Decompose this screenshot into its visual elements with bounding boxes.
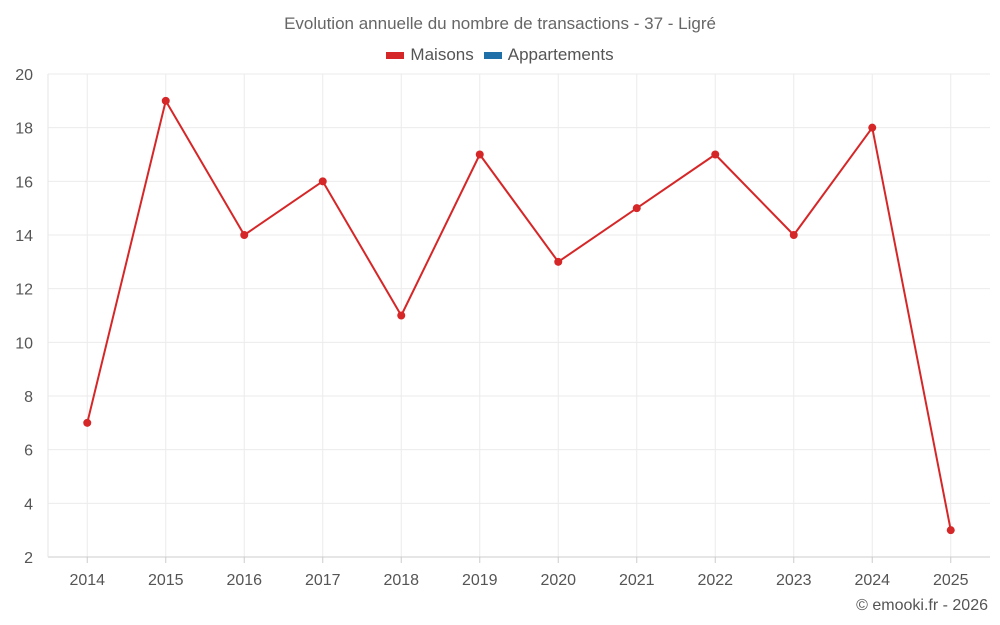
x-tick-labels: 2014 2015 2016 2017 2018 2019 2020 2021 2022 2023… <box>69 572 968 589</box>
legend-swatch-appartements <box>483 51 502 59</box>
x-tick-label: 2022 <box>697 572 733 589</box>
legend-swatch-maisons <box>386 51 405 59</box>
x-tick-label: 2016 <box>226 572 262 589</box>
y-tick-label: 14 <box>15 228 33 245</box>
data-point <box>946 526 955 535</box>
x-tick-label: 2018 <box>383 572 419 589</box>
data-point <box>554 257 563 266</box>
credit-text: © emooki.fr - 2026 <box>856 597 988 614</box>
x-tick-label: 2024 <box>854 572 890 589</box>
y-tick-label: 20 <box>15 67 33 84</box>
y-tick-label: 4 <box>24 496 33 513</box>
x-tick-label: 2021 <box>619 572 655 589</box>
x-tick-label: 2020 <box>540 572 576 589</box>
chart-legend: Maisons Appartements <box>0 45 1000 65</box>
data-point <box>789 231 798 239</box>
y-tick-labels: 2 4 6 8 10 12 14 16 18 20 <box>15 67 33 567</box>
legend-item-appartements[interactable]: Appartements <box>483 45 614 65</box>
x-tick-label: 2023 <box>776 572 812 589</box>
legend-item-maisons[interactable]: Maisons <box>386 45 474 65</box>
chart-title: Evolution annuelle du nombre de transact… <box>284 14 716 33</box>
data-point <box>397 311 406 320</box>
x-tick-label: 2015 <box>148 572 184 589</box>
series-layer <box>83 96 955 535</box>
legend-label-maisons: Maisons <box>410 45 474 64</box>
data-point <box>632 204 641 213</box>
data-point <box>711 150 720 159</box>
grid-lines <box>48 73 990 557</box>
data-point <box>240 231 249 239</box>
data-point <box>161 96 170 105</box>
x-tick-label: 2025 <box>933 572 969 589</box>
legend-label-appartements: Appartements <box>507 45 614 64</box>
y-tick-label: 2 <box>24 550 33 567</box>
data-point <box>475 150 484 159</box>
y-tick-label: 8 <box>24 389 33 406</box>
data-point <box>83 418 92 427</box>
y-tick-label: 10 <box>15 335 33 352</box>
x-tick-label: 2017 <box>305 572 341 589</box>
y-tick-label: 18 <box>15 121 33 138</box>
data-point <box>868 123 877 132</box>
series-line-maisons <box>86 99 952 531</box>
y-tick-label: 16 <box>15 174 33 191</box>
data-point <box>318 177 327 186</box>
y-tick-label: 12 <box>15 282 33 299</box>
y-tick-label: 6 <box>24 443 33 460</box>
axes <box>47 74 990 563</box>
x-tick-label: 2019 <box>462 572 498 589</box>
x-tick-label: 2014 <box>69 572 105 589</box>
